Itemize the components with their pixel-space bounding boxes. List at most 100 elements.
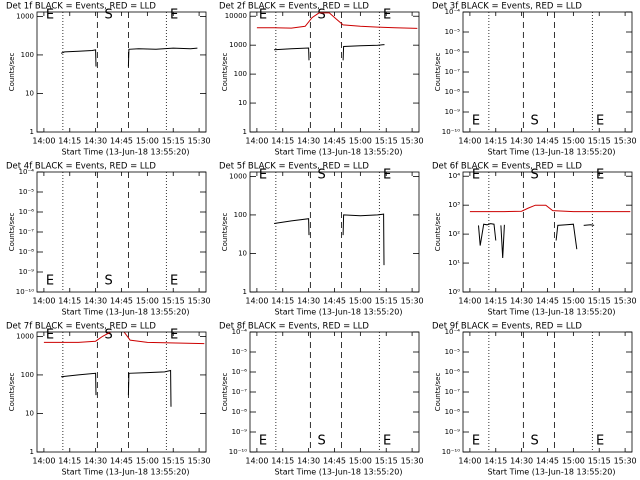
y-tick-label: 10⁻⁴ — [445, 328, 461, 336]
event-label: S — [318, 168, 326, 183]
event-label: E — [383, 168, 391, 183]
x-tick-label: 14:45 — [536, 297, 559, 306]
x-tick-label: 14:45 — [110, 297, 133, 306]
series-line — [274, 213, 385, 266]
y-tick-label: 10⁻⁸ — [445, 88, 461, 96]
y-tick-label: 10⁻⁸ — [232, 408, 248, 416]
event-label: E — [596, 168, 604, 183]
x-tick-label: 15:00 — [136, 297, 159, 306]
panel-title: Det 3f BLACK = Events, RED = LLD — [432, 2, 582, 12]
x-tick-label: 15:15 — [375, 137, 398, 146]
x-tick-label: 15:00 — [349, 137, 372, 146]
x-tick-label: 14:00 — [458, 457, 481, 466]
x-tick-label: 14:00 — [245, 137, 268, 146]
x-axis-label: Start Time (13-Jun-18 13:55:20) — [62, 148, 190, 157]
x-tick-label: 15:15 — [162, 457, 185, 466]
y-tick-label: 10⁻⁵ — [232, 348, 248, 356]
y-tick-label: 10 — [25, 409, 34, 417]
y-tick-label: 10⁻⁷ — [445, 68, 461, 76]
panel: Det 8f BLACK = Events, RED = LLD Start Ti… — [219, 322, 424, 477]
plot-frame — [462, 11, 633, 133]
x-axis-label: Start Time (13-Jun-18 13:55:20) — [275, 308, 403, 317]
y-tick-label: 100 — [234, 70, 247, 78]
panel: Det 3f BLACK = Events, RED = LLD Start Ti… — [432, 2, 637, 157]
y-tick-label: 10⁻⁶ — [445, 368, 461, 376]
event-label: S — [105, 274, 113, 289]
y-tick-label: 10⁻⁹ — [19, 268, 35, 276]
event-label: E — [596, 114, 604, 129]
y-tick-label: 10⁻⁹ — [445, 108, 461, 116]
x-tick-label: 14:00 — [32, 137, 55, 146]
y-tick-label: 10⁻⁴ — [445, 8, 461, 16]
x-tick-label: 15:30 — [401, 297, 424, 306]
x-axis-label: Start Time (13-Jun-18 13:55:20) — [62, 308, 190, 317]
series-line — [478, 223, 595, 259]
x-tick-label: 14:30 — [297, 297, 320, 306]
y-tick-label: 10⁻¹⁰ — [229, 448, 247, 456]
event-label: E — [170, 8, 178, 23]
x-tick-label: 15:00 — [562, 297, 585, 306]
y-tick-label: 100 — [234, 211, 247, 219]
x-tick-label: 15:15 — [588, 297, 611, 306]
x-tick-label: 14:15 — [484, 457, 507, 466]
y-axis-label: Counts/sec — [434, 213, 442, 252]
x-axis-label: Start Time (13-Jun-18 13:55:20) — [62, 468, 190, 477]
y-tick-label: 1000 — [229, 41, 247, 49]
panel-title: Det 9f BLACK = Events, RED = LLD — [432, 322, 582, 332]
y-tick-label: 1000 — [16, 332, 34, 340]
event-label: E — [383, 434, 391, 449]
x-tick-label: 14:30 — [510, 137, 533, 146]
x-tick-label: 14:30 — [84, 137, 107, 146]
y-tick-label: 100 — [21, 371, 34, 379]
x-tick-label: 15:15 — [162, 297, 185, 306]
y-tick-label: 1000 — [16, 12, 34, 20]
y-tick-label: 10 — [238, 249, 247, 257]
plot-frame — [462, 331, 633, 453]
y-tick-label: 10⁻¹⁰ — [16, 288, 34, 296]
y-tick-label: 10 — [238, 99, 247, 107]
x-tick-label: 15:30 — [614, 297, 637, 306]
y-axis-label: Counts/sec — [8, 53, 16, 92]
plot-frame — [249, 11, 420, 133]
x-tick-label: 14:30 — [84, 457, 107, 466]
y-tick-label: 10² — [448, 230, 460, 238]
y-tick-label: 10³ — [448, 201, 460, 209]
panel: Det 4f BLACK = Events, RED = LLD Start Ti… — [6, 162, 211, 317]
y-tick-label: 10⁻⁵ — [445, 28, 461, 36]
x-tick-label: 14:15 — [58, 297, 81, 306]
x-axis-label: Start Time (13-Jun-18 13:55:20) — [488, 148, 616, 157]
y-tick-label: 10⁻⁹ — [445, 428, 461, 436]
x-axis-label: Start Time (13-Jun-18 13:55:20) — [488, 308, 616, 317]
x-tick-label: 14:45 — [536, 137, 559, 146]
event-label: E — [46, 8, 54, 23]
series-line — [61, 369, 172, 407]
y-tick-label: 10⁻⁹ — [232, 428, 248, 436]
x-tick-label: 15:00 — [349, 457, 372, 466]
y-axis-label: Counts/sec — [221, 213, 229, 252]
y-tick-label: 10⁻⁴ — [19, 168, 35, 176]
panel: Det 5f BLACK = Events, RED = LLD Start Ti… — [219, 162, 424, 317]
event-label: S — [318, 8, 326, 23]
x-tick-label: 15:30 — [401, 137, 424, 146]
series-line — [274, 44, 385, 61]
y-axis-label: Counts/sec — [8, 213, 16, 252]
y-tick-label: 10000 — [225, 12, 247, 20]
x-tick-label: 15:30 — [614, 137, 637, 146]
event-label: E — [472, 168, 480, 183]
event-label: E — [472, 434, 480, 449]
y-tick-label: 10¹ — [448, 259, 460, 267]
y-tick-label: 10⁻¹⁰ — [442, 448, 460, 456]
x-tick-label: 14:15 — [58, 457, 81, 466]
plot-frame — [249, 331, 420, 453]
plot-frame — [249, 171, 420, 293]
panel: Det 9f BLACK = Events, RED = LLD Start Ti… — [432, 322, 637, 477]
panel-title: Det 6f BLACK = Events, RED = LLD — [432, 162, 582, 172]
series-line — [60, 47, 198, 67]
x-tick-label: 14:45 — [536, 457, 559, 466]
event-label: E — [259, 8, 267, 23]
panel: Det 7f BLACK = Events, RED = LLD Start Ti… — [6, 322, 211, 477]
x-tick-label: 15:15 — [375, 457, 398, 466]
panel-title: Det 8f BLACK = Events, RED = LLD — [219, 322, 369, 332]
